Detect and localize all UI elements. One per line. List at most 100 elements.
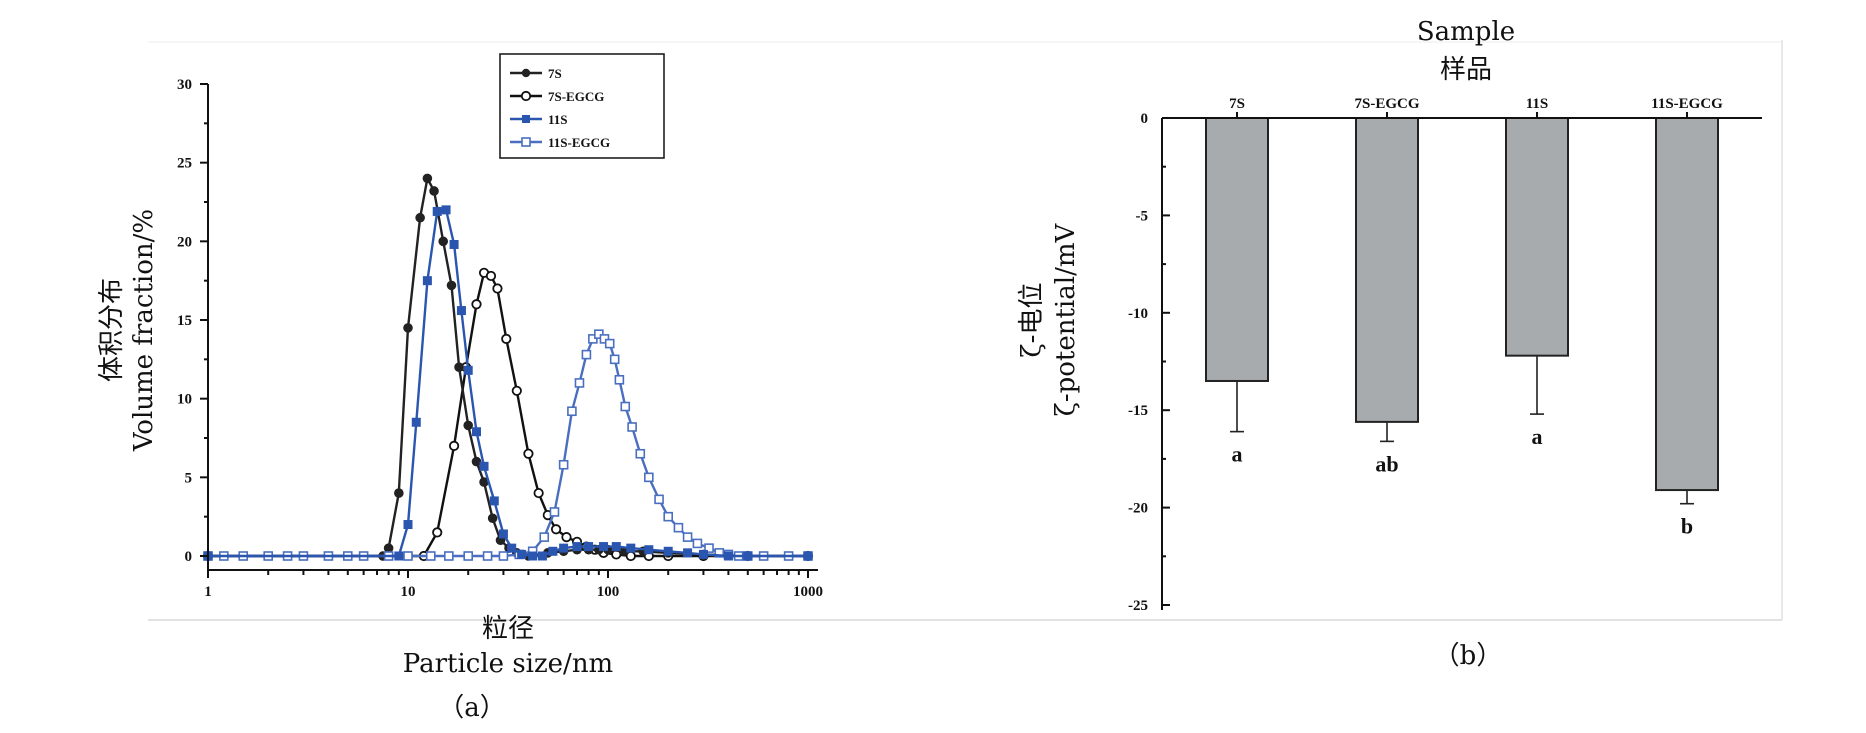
- data-point: [743, 551, 753, 561]
- data-point: [492, 283, 503, 294]
- data-point: [489, 496, 499, 506]
- data-point: [449, 239, 459, 249]
- data-point: [682, 532, 693, 542]
- data-point: [803, 551, 813, 561]
- panel-a-y-tick-label: 10: [177, 392, 192, 408]
- data-point: [663, 546, 673, 556]
- legend: 7S 7S-EGCG 11S 11S-EGCG: [499, 53, 665, 159]
- data-point: [429, 186, 439, 196]
- data-point: [723, 551, 733, 561]
- data-point: [581, 349, 592, 360]
- data-point: [635, 448, 646, 459]
- legend-item-7s-egcg: 7S-EGCG: [510, 89, 604, 104]
- data-point: [471, 427, 481, 437]
- panel-a-ylabel-cn: 体积分布: [97, 278, 127, 382]
- data-point: [549, 507, 560, 517]
- series-11s: [203, 205, 813, 561]
- data-point: [482, 551, 493, 561]
- panel-a-x-tick-label: 100: [597, 584, 620, 600]
- category-label: 7S-EGCG: [1354, 96, 1419, 112]
- panel-b-y-tick-label: -5: [1136, 208, 1149, 224]
- series-line-11s: [208, 208, 808, 558]
- data-point: [626, 543, 636, 553]
- series-7s-egcg: [202, 267, 814, 562]
- panel-a-y-tick-label: 15: [177, 313, 192, 329]
- data-point: [501, 333, 512, 344]
- data-point: [463, 551, 474, 561]
- series-line-7s-egcg: [208, 271, 808, 558]
- bar: [1505, 117, 1569, 357]
- data-point: [572, 542, 582, 552]
- bar-group-7s: a: [1205, 117, 1269, 467]
- panel-a-x-tick-label: 1000: [793, 584, 823, 600]
- data-point: [415, 212, 425, 223]
- legend-item-11s: 11S: [510, 112, 568, 127]
- panel-b-y-tick-label: -25: [1128, 598, 1148, 614]
- data-point: [584, 542, 594, 552]
- data-point: [438, 236, 449, 247]
- panel-b-y-tick-label: 0: [1141, 111, 1149, 127]
- data-point: [394, 488, 404, 498]
- data-point: [498, 551, 509, 561]
- data-point: [611, 542, 621, 552]
- panel-b-title: Sample: [1417, 17, 1515, 47]
- legend-label: 7S-EGCG: [548, 89, 604, 104]
- data-point: [614, 374, 625, 385]
- data-point: [425, 551, 436, 561]
- panel-a-ylabel: Volume fraction/%: [129, 209, 159, 452]
- data-point: [533, 487, 544, 499]
- data-point: [471, 299, 482, 310]
- data-point: [511, 385, 522, 396]
- data-point: [561, 532, 572, 543]
- data-point: [558, 459, 569, 470]
- panel-b-title-cn: 样品: [1440, 55, 1492, 85]
- data-point: [550, 524, 562, 535]
- data-point: [411, 417, 421, 427]
- data-point: [704, 543, 714, 553]
- legend-marker: [522, 115, 530, 123]
- data-point: [663, 511, 674, 522]
- bar-group-11s-egcg: b: [1655, 117, 1719, 539]
- panel-b-label: （b）: [1434, 641, 1503, 671]
- panel-a-particle-size-chart: 0 5 10 15 20 25 30 1 10 100 1000 体积分布 Volume frac…: [97, 53, 823, 723]
- data-point: [403, 551, 413, 561]
- data-point: [604, 338, 615, 349]
- data-point: [422, 173, 433, 184]
- category-label: 11S-EGCG: [1651, 96, 1723, 112]
- data-point: [683, 548, 693, 558]
- legend-marker: [521, 68, 531, 78]
- legend-label: 11S: [548, 112, 568, 127]
- data-point: [403, 520, 413, 530]
- data-point: [548, 546, 558, 556]
- data-point: [463, 420, 474, 431]
- data-point: [673, 522, 684, 533]
- panel-b-ylabel-cn: ζ-电位: [1017, 283, 1047, 358]
- bar-group-7s-egcg: ab: [1355, 117, 1419, 476]
- bar-group-11s: a: [1505, 117, 1569, 449]
- bar: [1655, 117, 1719, 492]
- data-point: [456, 306, 466, 316]
- bar: [1355, 117, 1419, 423]
- data-point: [463, 365, 473, 375]
- category-label: 7S: [1229, 96, 1245, 112]
- data-point: [627, 422, 637, 432]
- data-point: [559, 543, 569, 553]
- significance-label: a: [1532, 424, 1543, 449]
- legend-marker: [521, 137, 531, 147]
- data-point: [432, 527, 443, 538]
- data-point: [517, 549, 527, 559]
- data-point: [471, 456, 482, 467]
- data-point: [448, 440, 460, 451]
- significance-label: b: [1681, 514, 1693, 539]
- data-point: [479, 461, 489, 471]
- data-point: [523, 448, 534, 459]
- category-label: 11S: [1526, 96, 1549, 112]
- significance-label: a: [1232, 442, 1243, 467]
- panel-a-x-tick-label: 10: [401, 584, 416, 600]
- series-7s: [203, 173, 813, 561]
- series-line-11s-egcg: [208, 332, 808, 558]
- data-point: [714, 548, 725, 558]
- panel-a-xlabel-cn: 粒径: [482, 614, 534, 644]
- data-point: [692, 538, 703, 549]
- legend-label: 7S: [548, 66, 562, 81]
